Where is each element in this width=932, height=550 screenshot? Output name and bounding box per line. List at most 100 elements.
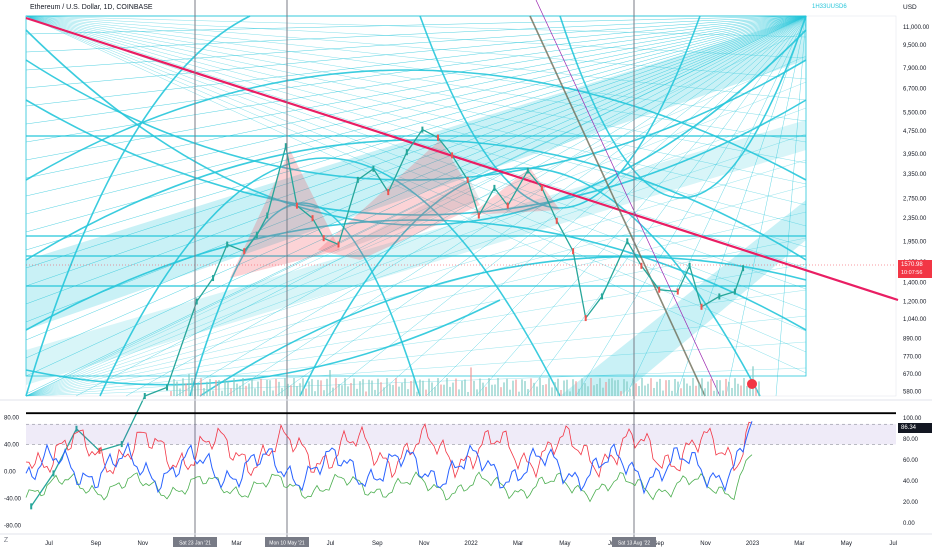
volume-bar [557,378,559,396]
time-tick-label: Nov [137,541,148,547]
volume-bar [644,385,646,396]
arc-line [25,139,807,261]
event-icon [747,379,757,389]
volume-bar [695,385,697,396]
fan-line [125,15,807,397]
volume-bar [515,379,517,396]
channel-band [26,16,806,330]
volume-bar [200,378,202,396]
price-candle [255,232,258,239]
volume-bar [404,378,406,396]
volume-bar [170,391,172,396]
volume-bar [734,378,736,396]
price-candle [120,441,123,448]
time-tick-label: 2023 [746,541,760,547]
fan-line [25,15,807,89]
volume-bar [197,383,199,396]
volume-bar [224,378,226,396]
volume-bar [470,367,472,396]
countdown-badge: 10:07:56 [898,269,932,278]
volume-bar [560,389,562,396]
volume-bar [290,385,292,396]
volume-bar [755,388,757,396]
price-axis[interactable]: 580.00 670.00 770.00 890.00 1,040.00 1,200.00… [903,25,930,396]
price-candle [421,126,424,133]
fan-line [25,15,807,305]
arc-line [25,29,807,226]
rsi-value: 86.34 [901,425,917,431]
volume-bar [518,391,520,396]
volume-bar [593,385,595,396]
price-tick-label: 1,950.00 [903,239,927,245]
volume-bar [425,389,427,396]
time-tick-label: Mar [231,541,241,547]
volume-bar [479,378,481,396]
volume-bar [629,388,631,396]
price-tick-label: 1,200.00 [903,300,927,306]
fan-line [675,15,807,397]
fan-line [225,15,807,397]
fan-line [25,55,807,397]
rsi-left-tick: 0.00 [4,469,16,475]
time-axis[interactable]: JulSepNov2021MarMayJulSepNov2022MarMayJu… [0,533,932,547]
drawings-layer [25,0,899,397]
fan-line [25,289,807,397]
price-candle [387,189,390,196]
zoom-icon[interactable]: Z [3,537,9,544]
price-tick-label: 2,750.00 [903,197,927,203]
volume-bar [284,378,286,396]
volume-bar [281,387,283,396]
volume-bar [326,378,328,396]
price-candle [506,202,509,209]
volume-bar [311,379,313,396]
volume-bar [242,378,244,396]
diagonal-line [535,0,721,397]
volume-bar [353,378,355,396]
volume-bar [350,383,352,396]
volume-bar [179,388,181,396]
volume-bar [314,391,316,396]
price-candle [601,293,604,300]
volume-bar [233,378,235,396]
fan-line [25,263,807,397]
volume-bar [452,382,454,396]
time-marker-label: Sat 13 Aug '22 [618,541,651,547]
fan-line [25,15,807,287]
price-candle [451,152,454,159]
fan-line [25,15,807,206]
volume-bar [671,390,673,396]
price-candle [266,212,269,219]
rsi-lower-line [25,454,753,503]
volume-bar [389,384,391,396]
price-candle [477,212,480,219]
price-candle [372,165,375,172]
volume-bar [380,382,382,396]
volume-bar [449,386,451,396]
volume-bar [260,379,262,396]
fan-line [25,15,807,101]
volume-bar [209,378,211,396]
volume-bar [305,388,307,396]
volume-bar [566,379,568,396]
price-tick-label: 9,500.00 [903,43,927,49]
price-tick-label: 580.00 [903,390,922,396]
fan-line [25,15,807,353]
volume-bar [410,381,412,396]
volume-bar [746,386,748,396]
arc-line [25,59,807,181]
volume-bar [659,378,661,396]
volume-bar [530,378,532,396]
volume-bar [221,390,223,396]
triangle-pattern [330,180,480,255]
volume-bar [206,381,208,396]
volume-bar [584,383,586,396]
volume-bar [437,378,439,396]
volume-bar [527,389,529,396]
fan-line [25,15,807,38]
volume-bar [737,383,739,396]
price-candle [626,238,629,245]
countdown-value: 10:07:56 [901,270,923,276]
rsi-pane[interactable]: 80.00 40.00 0.00 -40.00 -80.00 100.00 80.00 60.… [0,399,932,529]
volume-bar [182,378,184,396]
